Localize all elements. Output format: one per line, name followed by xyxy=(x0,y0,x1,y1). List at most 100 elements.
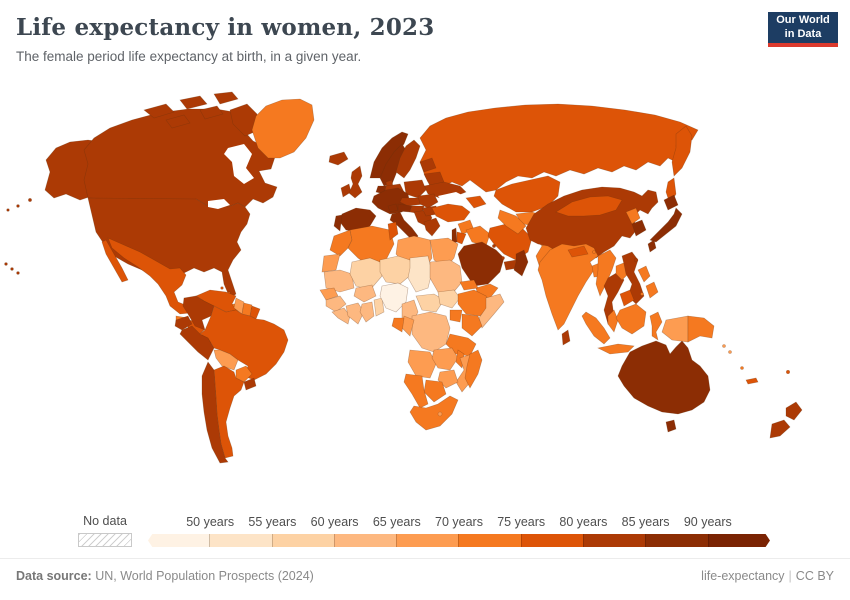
license-link[interactable]: CC BY xyxy=(795,569,834,583)
country-chad[interactable] xyxy=(407,255,433,293)
country-philippines[interactable] xyxy=(640,292,644,296)
borneo[interactable] xyxy=(615,303,647,335)
new-zealand-south[interactable] xyxy=(769,419,791,439)
legend-bin[interactable] xyxy=(520,534,584,547)
country-botswana[interactable] xyxy=(423,379,447,403)
country-burkina-faso[interactable] xyxy=(353,284,377,303)
country-qatar[interactable] xyxy=(501,256,505,260)
country-sri-lanka[interactable] xyxy=(561,329,571,346)
country-fiji[interactable] xyxy=(785,369,790,374)
country-south-korea[interactable] xyxy=(631,219,647,237)
country-solomon-islands[interactable] xyxy=(728,350,732,354)
japan-kyushu[interactable] xyxy=(647,239,657,253)
arctic-island[interactable] xyxy=(199,105,224,120)
chart-slug[interactable]: life-expectancy xyxy=(701,569,785,583)
baja-california[interactable] xyxy=(101,239,129,283)
country-philippines[interactable] xyxy=(645,281,659,299)
country-romania[interactable] xyxy=(417,193,439,209)
arctic-island[interactable] xyxy=(179,95,208,110)
country-uruguay[interactable] xyxy=(243,377,257,391)
country-nigeria[interactable] xyxy=(379,282,409,313)
country-mongolia[interactable] xyxy=(555,195,623,217)
hawaii-icon[interactable] xyxy=(4,262,8,266)
country-ireland[interactable] xyxy=(340,183,352,198)
country-uganda[interactable] xyxy=(449,309,463,323)
country-nepal[interactable] xyxy=(567,245,589,258)
country-egypt[interactable] xyxy=(429,237,459,269)
country-new-caledonia[interactable] xyxy=(745,377,759,385)
country-iraq[interactable] xyxy=(465,225,491,247)
new-zealand-north[interactable] xyxy=(785,401,803,421)
country-bolivia[interactable] xyxy=(213,349,239,371)
country-india[interactable] xyxy=(537,243,599,331)
legend-bin[interactable] xyxy=(458,534,521,547)
country-somalia[interactable] xyxy=(478,293,505,329)
country-ecuador[interactable] xyxy=(174,315,193,331)
country-peru[interactable] xyxy=(179,325,215,361)
legend-bin[interactable] xyxy=(707,534,770,547)
no-data-swatch[interactable] xyxy=(78,533,132,547)
country-south-sudan[interactable] xyxy=(437,289,461,309)
country-colombia[interactable] xyxy=(182,295,215,331)
country-malaysia[interactable] xyxy=(607,309,619,333)
country-sudan[interactable] xyxy=(429,259,463,295)
country-kenya[interactable] xyxy=(461,313,483,337)
country-philippines[interactable] xyxy=(637,265,651,283)
country-mali[interactable] xyxy=(349,257,383,291)
tasmania[interactable] xyxy=(665,419,677,433)
country-russia[interactable] xyxy=(419,103,699,193)
kamchatka-peninsula[interactable] xyxy=(671,125,693,177)
country-oman[interactable] xyxy=(513,249,529,277)
arctic-island[interactable] xyxy=(165,114,191,129)
west-papua[interactable] xyxy=(661,315,689,343)
aleutian-island-icon[interactable] xyxy=(16,204,20,208)
country-baltics[interactable] xyxy=(419,157,437,173)
country-zimbabwe[interactable] xyxy=(437,369,459,389)
country-bahamas[interactable] xyxy=(220,286,224,290)
java[interactable] xyxy=(597,343,635,355)
legend-bin[interactable] xyxy=(396,534,459,547)
country-papua-new-guinea[interactable] xyxy=(687,315,715,343)
country-togo-benin[interactable] xyxy=(373,297,385,317)
japan-honshu[interactable] xyxy=(649,207,683,243)
legend-bin[interactable] xyxy=(209,534,272,547)
country-turkey[interactable] xyxy=(431,203,471,223)
country-kuwait[interactable] xyxy=(492,244,496,248)
country-vanuatu[interactable] xyxy=(740,366,744,370)
hawaii-icon[interactable] xyxy=(10,267,14,271)
japan-hokkaido[interactable] xyxy=(663,194,679,211)
sumatra[interactable] xyxy=(581,311,611,345)
arctic-island[interactable] xyxy=(143,103,175,119)
country-guinea[interactable] xyxy=(325,295,347,313)
country-ghana[interactable] xyxy=(359,301,375,323)
country-eritrea[interactable] xyxy=(459,279,479,291)
country-spain[interactable] xyxy=(339,207,377,233)
country-turkmenistan[interactable] xyxy=(497,209,527,235)
country-angola[interactable] xyxy=(407,349,437,379)
country-bhutan[interactable] xyxy=(592,250,596,254)
country-drc[interactable] xyxy=(411,311,451,353)
country-portugal[interactable] xyxy=(333,214,343,232)
country-senegal[interactable] xyxy=(319,287,339,301)
aleutian-island-icon[interactable] xyxy=(6,208,10,212)
sulawesi[interactable] xyxy=(649,311,663,341)
legend-bin[interactable] xyxy=(645,534,708,547)
country-cote-divoire[interactable] xyxy=(345,302,365,325)
country-sierra-leone-liberia[interactable] xyxy=(331,307,351,325)
legend-bin[interactable] xyxy=(333,534,397,547)
country-paraguay[interactable] xyxy=(235,365,253,383)
country-chile[interactable] xyxy=(201,361,229,464)
legend-bin[interactable] xyxy=(148,534,210,547)
country-caucasus[interactable] xyxy=(465,195,487,209)
country-tunisia[interactable] xyxy=(387,221,399,241)
country-south-africa[interactable] xyxy=(409,395,459,431)
country-uk[interactable] xyxy=(348,165,363,199)
country-taiwan[interactable] xyxy=(633,257,639,263)
country-kazakhstan[interactable] xyxy=(493,175,561,213)
country-cambodia[interactable] xyxy=(619,289,635,307)
country-mauritania[interactable] xyxy=(323,269,355,293)
country-greenland[interactable] xyxy=(251,98,315,159)
country-czech-slovakia[interactable] xyxy=(399,197,425,207)
aleutian-island-icon[interactable] xyxy=(28,198,32,202)
country-gabon[interactable] xyxy=(391,317,405,333)
